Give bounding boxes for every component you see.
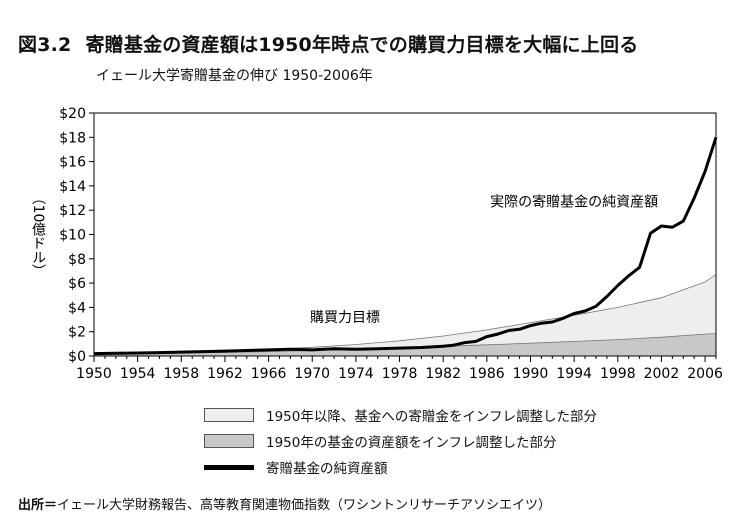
x-tick-label: 2006 bbox=[687, 366, 723, 382]
legend: 1950年以降、基金への寄贈金をインフレ調整した部分 1950年の基金の資産額を… bbox=[204, 402, 597, 480]
x-tick-label: 1994 bbox=[556, 366, 592, 382]
line-layer bbox=[93, 136, 718, 356]
y-tick-label: $14 bbox=[59, 179, 86, 195]
y-tick-label: $20 bbox=[59, 106, 86, 122]
figure-title-text: 寄贈基金の資産額は1950年時点での購買力目標を大幅に上回る bbox=[85, 34, 639, 56]
x-tick-label: 1974 bbox=[338, 366, 374, 382]
x-tick-label: 1962 bbox=[207, 366, 243, 382]
x-tick-label: 1998 bbox=[600, 366, 636, 382]
legend-item-1950-assets: 1950年の基金の資産額をインフレ調整した部分 bbox=[204, 428, 597, 454]
y-tick-label: $2 bbox=[68, 325, 86, 341]
x-tick-label: 1950 bbox=[76, 366, 112, 382]
y-tick-label: $18 bbox=[59, 130, 86, 146]
legend-swatch-inflation-gifts bbox=[204, 408, 254, 422]
line-net-assets bbox=[93, 136, 718, 356]
x-tick-label: 1958 bbox=[163, 366, 199, 382]
y-tick-label: $12 bbox=[59, 203, 86, 219]
legend-swatch-1950-assets bbox=[204, 434, 254, 448]
legend-item-net-assets: 寄贈基金の純資産額 bbox=[204, 454, 597, 480]
x-tick-label: 1986 bbox=[469, 366, 505, 382]
y-tick-label: $16 bbox=[59, 155, 86, 171]
source-text: イェール大学財務報告、高等教育関連物価指数（ワシントンリサーチアソシエイツ） bbox=[57, 498, 552, 513]
legend-label-net-assets: 寄贈基金の純資産額 bbox=[266, 461, 388, 477]
y-tick-label: $6 bbox=[68, 276, 86, 292]
legend-label-1950-assets: 1950年の基金の資産額をインフレ調整した部分 bbox=[266, 435, 557, 451]
y-tick-label: $4 bbox=[68, 300, 86, 316]
annotation-purchasing-power-target: 購買力目標 bbox=[310, 310, 380, 326]
figure-number: 図3.2 bbox=[18, 34, 72, 56]
annotation-net-assets: 実際の寄贈基金の純資産額 bbox=[490, 194, 658, 211]
x-tick-label: 1954 bbox=[120, 366, 156, 382]
area-layer bbox=[93, 273, 717, 357]
x-tick-label: 1966 bbox=[251, 366, 287, 382]
source-label: 出所＝ bbox=[18, 498, 58, 513]
figure-subtitle: イェール大学寄贈基金の伸び 1950-2006年 bbox=[96, 68, 373, 84]
axes-layer: $0 $2 $4 $6 $8 $10 $12 $14 $16 $18 $20 1950 1954 1958… bbox=[30, 106, 723, 382]
y-tick-label: $10 bbox=[59, 228, 86, 244]
y-tick-label: $8 bbox=[68, 252, 86, 268]
figure-title: 図3.2 寄贈基金の資産額は1950年時点での購買力目標を大幅に上回る bbox=[18, 30, 638, 57]
x-tick-label: 1970 bbox=[294, 366, 330, 382]
legend-swatch-net-assets bbox=[204, 464, 254, 470]
legend-label-inflation-gifts: 1950年以降、基金への寄贈金をインフレ調整した部分 bbox=[266, 409, 597, 425]
x-tick-label: 1978 bbox=[382, 366, 418, 382]
x-tick-label: 1990 bbox=[513, 366, 549, 382]
y-tick-label: $0 bbox=[68, 349, 86, 365]
x-tick-label: 2002 bbox=[644, 366, 680, 382]
legend-item-inflation-gifts: 1950年以降、基金への寄贈金をインフレ調整した部分 bbox=[204, 402, 597, 428]
y-axis-label: （10億ドル） bbox=[30, 191, 46, 279]
x-tick-label: 1982 bbox=[425, 366, 461, 382]
source-note: 出所＝イェール大学財務報告、高等教育関連物価指数（ワシントンリサーチアソシエイツ… bbox=[18, 494, 551, 513]
